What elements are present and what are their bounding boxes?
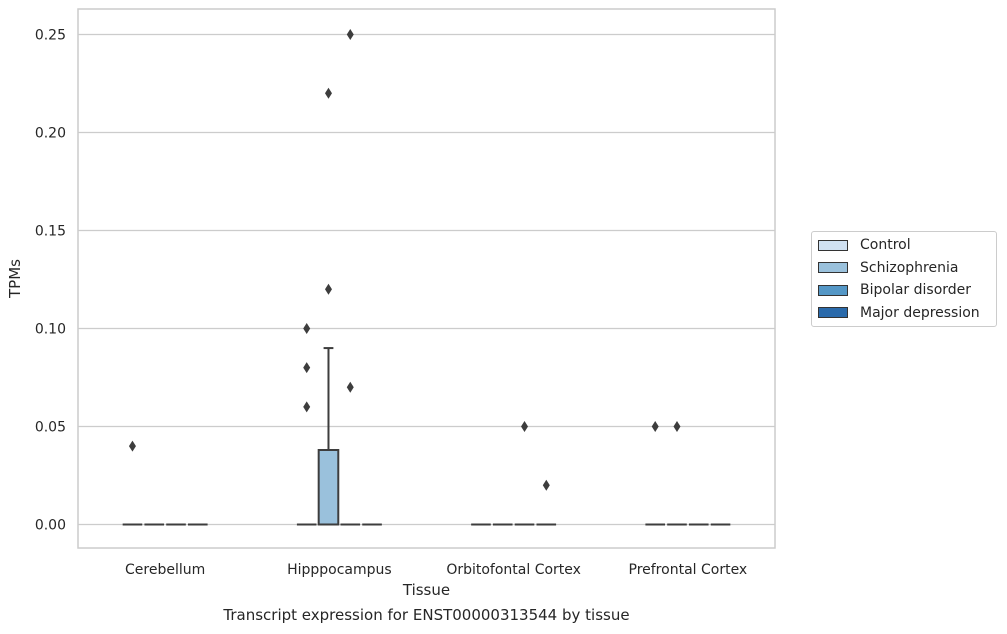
x-tick-label: Cerebellum <box>125 562 205 578</box>
y-tick-labels: 0.00 0.05 0.10 0.15 0.20 0.25 <box>35 27 66 533</box>
x-tick-label: Hipppocampus <box>287 562 392 578</box>
legend-label: Schizophrenia <box>860 259 959 276</box>
legend-item: Control <box>818 236 911 254</box>
legend: Control Schizophrenia Bipolar disorder Majo… <box>811 231 997 327</box>
plot-frame <box>77 8 776 549</box>
y-tick-label: 0.05 <box>35 419 66 435</box>
x-tick-label: Prefrontal Cortex <box>629 562 748 578</box>
outlier-point <box>324 283 332 295</box>
legend-label: Major depression <box>860 304 980 321</box>
y-tick-label: 0.25 <box>35 27 66 43</box>
legend-label: Bipolar disorder <box>860 282 972 298</box>
box-schizophrenia <box>317 347 340 526</box>
legend-swatch <box>818 262 848 273</box>
outlier-layer <box>128 28 681 491</box>
outlier-point <box>542 479 550 491</box>
x-tick-label: Orbitofontal Cortex <box>446 562 581 578</box>
y-tick-label: 0.15 <box>35 223 66 239</box>
outlier-point <box>128 440 136 452</box>
outlier-point <box>303 362 311 374</box>
outlier-point <box>303 401 311 413</box>
y-tick-label: 0.10 <box>35 321 66 337</box>
outlier-point <box>521 420 529 432</box>
y-axis-label: TPMs <box>6 259 24 299</box>
legend-label: Control <box>860 237 911 253</box>
outlier-point <box>346 28 354 40</box>
legend-swatch <box>818 239 848 251</box>
legend-swatch <box>818 307 848 318</box>
outlier-point <box>324 87 332 99</box>
legend-item: Major depression <box>818 304 980 322</box>
outlier-point <box>651 420 659 432</box>
legend-swatch <box>818 284 848 296</box>
chart-caption: Transcript expression for ENST0000031354… <box>223 606 630 624</box>
box-body <box>317 449 340 526</box>
x-tick-labels: Cerebellum Hipppocampus Orbitofontal Corte… <box>125 562 747 578</box>
outlier-point <box>673 420 681 432</box>
x-axis-label: Tissue <box>402 581 450 599</box>
outlier-point <box>346 381 354 393</box>
outlier-point <box>303 322 311 334</box>
box-layer <box>122 347 731 526</box>
y-tick-label: 0.20 <box>35 125 66 141</box>
grid-layer <box>78 33 775 526</box>
legend-item: Bipolar disorder <box>818 281 971 299</box>
legend-item: Schizophrenia <box>818 259 958 277</box>
y-tick-label: 0.00 <box>35 517 66 533</box>
